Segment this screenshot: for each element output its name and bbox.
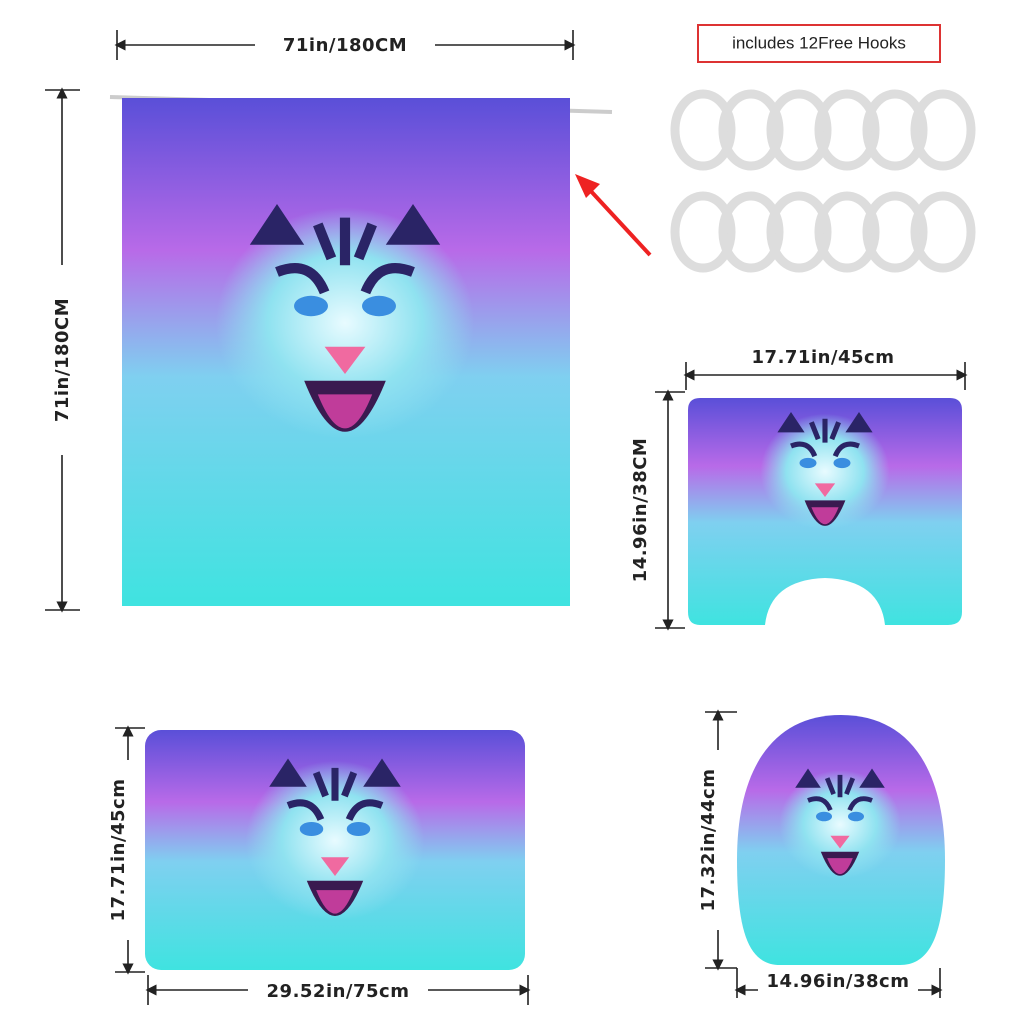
shape xyxy=(255,32,435,58)
shape xyxy=(48,265,76,455)
tiger-art xyxy=(246,759,425,921)
hook-ring xyxy=(862,89,928,171)
shape xyxy=(670,89,976,171)
shape xyxy=(106,760,132,940)
dimension-label: 14.96in/38CM xyxy=(630,438,651,583)
hook-ring xyxy=(670,89,736,171)
tiger-art xyxy=(216,204,474,439)
hooks-label: includes 12Free Hooks xyxy=(732,33,906,52)
dimension-label: 71in/180CM xyxy=(52,298,73,422)
hook-ring xyxy=(718,89,784,171)
shape xyxy=(670,191,976,273)
shape xyxy=(575,174,600,198)
hooks-label-box xyxy=(697,24,941,63)
pointer-arrow xyxy=(586,186,652,257)
hook-ring xyxy=(718,191,784,273)
hook-ring xyxy=(910,89,976,171)
hook-ring xyxy=(910,191,976,273)
shape xyxy=(628,420,654,600)
hook-ring xyxy=(814,191,880,273)
dimension-label: 17.71in/45cm xyxy=(108,779,129,922)
hook-ring xyxy=(766,191,832,273)
dimension-label: 14.96in/38cm xyxy=(767,971,910,992)
dimension-label: 17.71in/45cm xyxy=(752,347,895,368)
hook-ring xyxy=(862,191,928,273)
tiger-art xyxy=(779,769,901,879)
dimension-label: 17.32in/44cm xyxy=(698,769,719,912)
dimension-label: 71in/180CM xyxy=(283,35,407,56)
shape xyxy=(758,970,918,994)
shape xyxy=(696,750,722,930)
dimension-label: 29.52in/75cm xyxy=(267,981,410,1002)
hook-ring xyxy=(670,191,736,273)
tiger-art xyxy=(760,412,889,529)
hook-ring xyxy=(814,89,880,171)
shape xyxy=(248,978,428,1004)
hook-rings xyxy=(670,89,976,273)
hook-ring xyxy=(766,89,832,171)
